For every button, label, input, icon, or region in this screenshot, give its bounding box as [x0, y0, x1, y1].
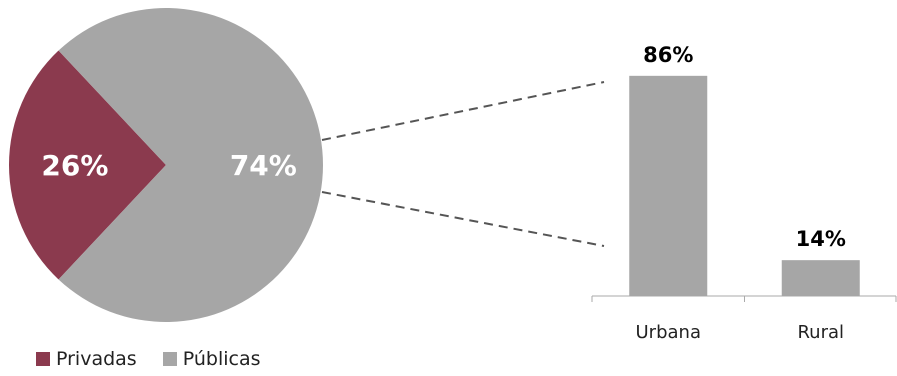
- legend-item-publicas: Públicas: [162, 348, 261, 370]
- legend-swatch-publicas: [162, 352, 177, 366]
- bar-urbana: [629, 75, 708, 296]
- pie-label-publicas: 74%: [230, 149, 297, 182]
- connector-lines: [321, 81, 605, 247]
- connector-line-top: [321, 81, 605, 141]
- bar-label-rural: 14%: [796, 227, 846, 251]
- bar-rural: [781, 260, 860, 296]
- legend-swatch-privadas: [36, 352, 50, 366]
- bar-chart: 86% Urbana 14% Rural: [591, 43, 897, 343]
- connector-line-bottom: [321, 191, 605, 247]
- x-tick-label-urbana: Urbana: [636, 322, 701, 343]
- pie-slice-publicas: [58, 8, 323, 322]
- pie-label-privadas: 26%: [41, 149, 108, 182]
- bar-label-urbana: 86%: [643, 43, 693, 67]
- pie-chart: 26% 74%: [8, 8, 323, 322]
- legend-label-privadas: Privadas: [56, 348, 137, 370]
- x-tick-label-rural: Rural: [797, 322, 844, 343]
- legend-label-publicas: Públicas: [182, 348, 261, 370]
- legend-item-privadas: Privadas: [36, 348, 137, 370]
- pie-slice-privadas: [8, 50, 166, 280]
- legend: Privadas Públicas: [36, 348, 261, 370]
